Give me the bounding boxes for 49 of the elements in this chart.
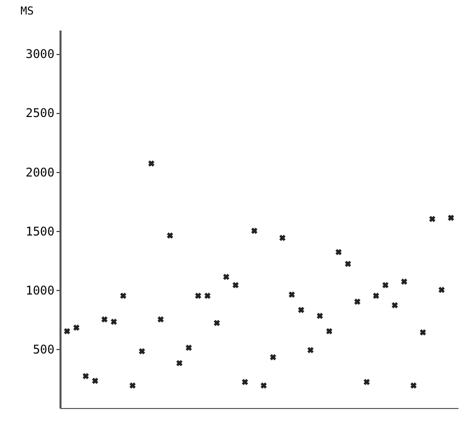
point (429, 216, 436, 222)
point (158, 316, 164, 323)
point (64, 328, 70, 334)
y-axis-title: MS (20, 4, 34, 18)
point (138, 348, 146, 354)
point (92, 378, 98, 384)
point (82, 372, 89, 380)
point (251, 228, 258, 234)
point (120, 292, 126, 299)
point (438, 286, 445, 294)
point (410, 382, 417, 389)
point (335, 248, 342, 256)
point (392, 302, 398, 308)
point (166, 232, 174, 239)
point (204, 292, 211, 299)
y-tick-label: 2000 (26, 165, 54, 180)
point (354, 298, 360, 305)
point (101, 316, 108, 323)
point (73, 324, 80, 331)
point (298, 306, 304, 314)
point (279, 234, 286, 242)
point (195, 292, 202, 299)
point (420, 329, 426, 336)
point (223, 274, 230, 280)
point (326, 328, 332, 334)
point (186, 344, 192, 351)
point (176, 360, 183, 366)
point (382, 282, 389, 288)
point (316, 312, 323, 319)
point (288, 291, 295, 298)
point (307, 346, 314, 354)
y-tick-label: 2500 (26, 106, 54, 120)
point (129, 382, 136, 389)
point (372, 292, 380, 299)
point (260, 382, 267, 389)
point (232, 282, 239, 288)
point (364, 378, 370, 386)
y-tick-label: 1000 (26, 283, 54, 298)
point (110, 318, 117, 325)
point (401, 278, 408, 285)
point (344, 260, 352, 268)
point (148, 160, 154, 167)
y-tick-label: 3000 (26, 47, 54, 62)
point (242, 378, 248, 386)
y-tick-label: 500 (32, 342, 54, 356)
point (270, 354, 276, 360)
y-tick-label: 1500 (26, 224, 54, 238)
point (448, 214, 454, 221)
point (214, 320, 220, 326)
